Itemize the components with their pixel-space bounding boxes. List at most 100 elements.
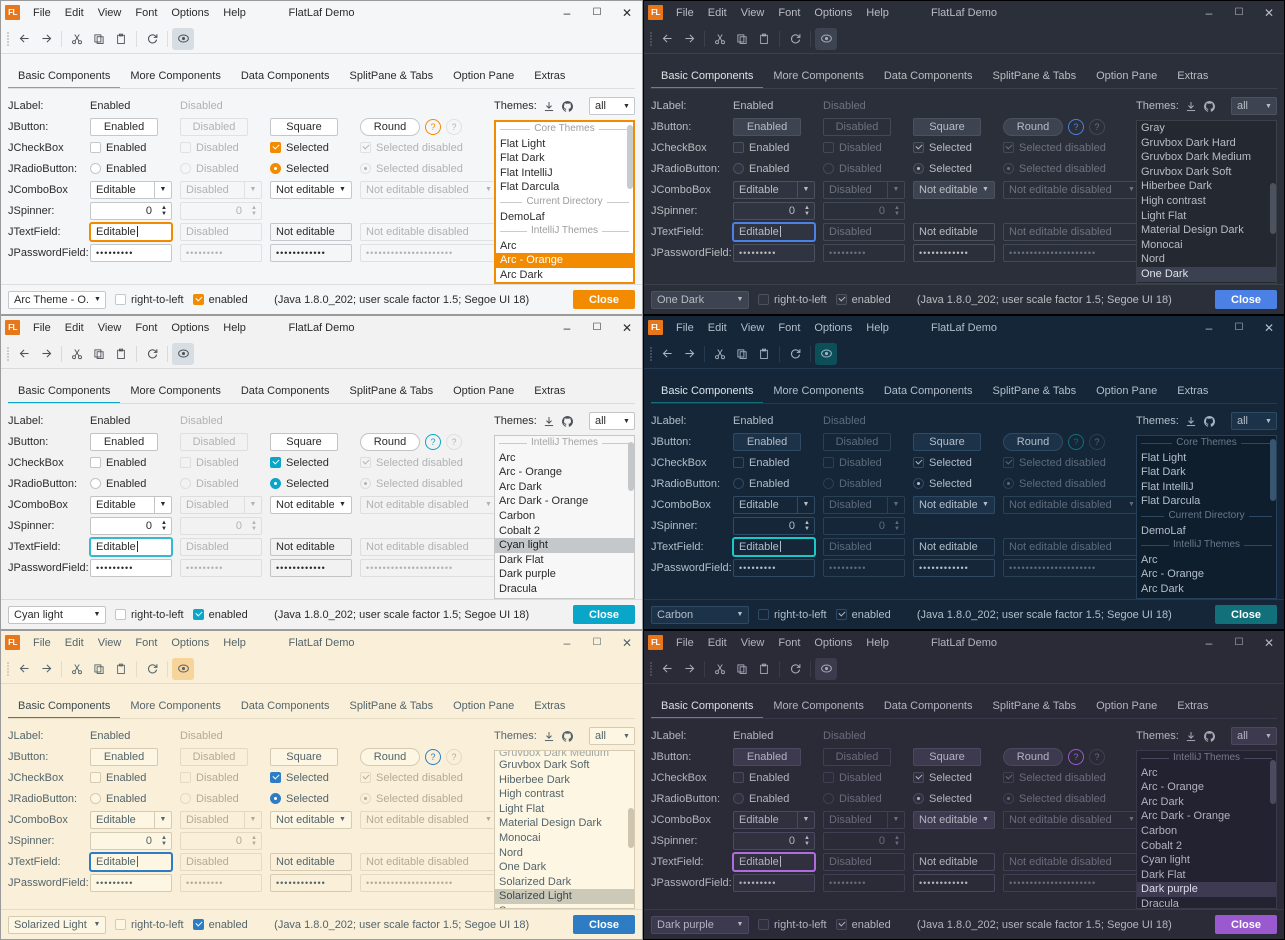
radio-selected[interactable]: Selected bbox=[270, 793, 329, 805]
close-button[interactable]: Close bbox=[572, 915, 635, 934]
refresh-icon[interactable] bbox=[784, 343, 806, 365]
button-square[interactable]: Square bbox=[913, 747, 981, 766]
checkbox-selected[interactable]: Selected bbox=[270, 457, 329, 469]
github-icon[interactable] bbox=[1203, 730, 1216, 743]
chevron-down-icon[interactable]: ▼ bbox=[623, 102, 630, 110]
github-icon[interactable] bbox=[1203, 100, 1216, 113]
enabled-checkbox[interactable]: enabled bbox=[835, 609, 891, 621]
cut-scissors-icon[interactable] bbox=[709, 658, 731, 680]
theme-list-item[interactable]: Gruvbox Dark Medium bbox=[499, 751, 610, 758]
copy-icon[interactable] bbox=[731, 28, 753, 50]
menu-item-view[interactable]: View bbox=[97, 636, 122, 649]
checkbox-selected[interactable]: Selected bbox=[913, 457, 972, 469]
chevron-down-icon[interactable]: ▼ bbox=[1265, 102, 1272, 110]
theme-selector-combobox[interactable]: Arc Theme - O... ▼ bbox=[8, 290, 106, 309]
theme-list-item[interactable]: One Dark bbox=[1137, 266, 1276, 282]
menu-item-view[interactable]: View bbox=[97, 6, 122, 19]
tab-splitpane-tabs[interactable]: SplitPane & Tabs bbox=[349, 385, 434, 397]
minimize-button[interactable]: – bbox=[563, 320, 571, 335]
enabled-checkbox[interactable]: enabled bbox=[192, 919, 248, 931]
checkbox-box[interactable] bbox=[733, 772, 744, 783]
combobox-not-editable[interactable]: Not editable ▼ bbox=[270, 810, 352, 829]
tab-more-components[interactable]: More Components bbox=[130, 385, 221, 397]
spinner-arrows-icon[interactable]: ▲ ▼ bbox=[804, 519, 810, 532]
tab-extras[interactable]: Extras bbox=[1177, 70, 1209, 82]
tab-data-components[interactable]: Data Components bbox=[240, 385, 330, 397]
cut-scissors-icon[interactable] bbox=[66, 28, 88, 50]
theme-list-item[interactable]: Arc Dark - Orange bbox=[499, 495, 589, 508]
toolbar-grip[interactable] bbox=[647, 661, 654, 677]
theme-list-item[interactable]: High contrast bbox=[499, 788, 564, 801]
copy-icon[interactable] bbox=[88, 658, 110, 680]
right-to-left-checkbox[interactable]: right-to-left bbox=[758, 294, 827, 306]
chevron-down-icon[interactable]: ▼ bbox=[154, 181, 171, 198]
close-window-button[interactable]: ✕ bbox=[621, 320, 633, 335]
back-arrow-icon[interactable] bbox=[13, 343, 35, 365]
theme-list-item[interactable]: Arc Dark bbox=[499, 480, 542, 493]
theme-list-item[interactable]: Flat IntelliJ bbox=[1141, 480, 1194, 493]
refresh-icon[interactable] bbox=[141, 28, 163, 50]
theme-list-item[interactable]: Light Flat bbox=[1141, 209, 1187, 222]
theme-list-item[interactable]: Hiberbee Dark bbox=[1141, 180, 1212, 193]
paste-icon[interactable] bbox=[753, 658, 775, 680]
minimize-button[interactable]: – bbox=[563, 5, 571, 20]
passwordfield-1[interactable]: ••••••••• bbox=[733, 873, 815, 892]
theme-list-item[interactable]: Monocai bbox=[499, 831, 541, 844]
theme-list-item[interactable]: Arc bbox=[1141, 766, 1158, 779]
enabled-checkbox[interactable]: enabled bbox=[835, 294, 891, 306]
checkbox-selected[interactable]: Selected bbox=[270, 142, 329, 154]
textfield-editable[interactable]: Editable bbox=[733, 852, 815, 871]
checkbox-box[interactable] bbox=[913, 142, 924, 153]
theme-list-item[interactable]: Carbon bbox=[1141, 824, 1178, 837]
chevron-down-icon[interactable]: ▼ bbox=[339, 186, 346, 193]
theme-list-item[interactable]: One Dark bbox=[499, 861, 547, 874]
checkbox-box[interactable] bbox=[270, 142, 281, 153]
cut-scissors-icon[interactable] bbox=[709, 28, 731, 50]
passwordfield-3[interactable]: •••••••••••• bbox=[913, 873, 995, 892]
right-to-left-checkbox[interactable]: right-to-left bbox=[115, 294, 184, 306]
radio-circle[interactable] bbox=[913, 793, 924, 804]
button-round[interactable]: Round bbox=[1003, 117, 1063, 136]
combobox-not-editable[interactable]: Not editable ▼ bbox=[913, 180, 995, 199]
download-icon[interactable] bbox=[1185, 100, 1197, 113]
copy-icon[interactable] bbox=[88, 343, 110, 365]
back-arrow-icon[interactable] bbox=[13, 28, 35, 50]
help-button[interactable]: ? bbox=[425, 748, 441, 765]
theme-list-item[interactable]: Gray bbox=[1141, 122, 1165, 134]
theme-list[interactable]: Core Themes Flat Light Flat Dark Flat Inte… bbox=[494, 120, 635, 284]
help-button[interactable]: ? bbox=[425, 118, 441, 135]
chevron-down-icon[interactable]: ▼ bbox=[339, 816, 346, 823]
tab-splitpane-tabs[interactable]: SplitPane & Tabs bbox=[992, 70, 1077, 82]
paste-icon[interactable] bbox=[110, 28, 132, 50]
help-button[interactable]: ? bbox=[1068, 748, 1084, 765]
back-arrow-icon[interactable] bbox=[13, 658, 35, 680]
theme-list-item[interactable]: Carbon bbox=[499, 509, 536, 522]
tab-option-pane[interactable]: Option Pane bbox=[453, 70, 515, 82]
combobox-not-editable[interactable]: Not editable ▼ bbox=[913, 495, 995, 514]
menu-item-file[interactable]: File bbox=[33, 6, 51, 19]
tab-basic-components[interactable]: Basic Components bbox=[651, 378, 764, 404]
tab-extras[interactable]: Extras bbox=[534, 700, 566, 712]
tab-extras[interactable]: Extras bbox=[534, 385, 566, 397]
textfield-editable[interactable]: Editable bbox=[733, 537, 815, 556]
theme-list-item[interactable]: Flat Dark bbox=[500, 152, 545, 165]
theme-list-item[interactable]: High contrast bbox=[1141, 194, 1206, 207]
spinner-arrows-icon[interactable]: ▲ ▼ bbox=[161, 834, 167, 847]
theme-list-item[interactable]: Arc - Orange bbox=[1141, 568, 1204, 581]
checkbox-box[interactable] bbox=[192, 609, 204, 620]
toolbar-grip[interactable] bbox=[647, 346, 654, 362]
combobox-editable[interactable]: Editable ▼ bbox=[90, 180, 172, 199]
menu-item-help[interactable]: Help bbox=[223, 321, 246, 334]
theme-list-scrollbar-thumb[interactable] bbox=[627, 125, 633, 190]
checkbox-box[interactable] bbox=[733, 457, 744, 468]
tab-basic-components[interactable]: Basic Components bbox=[8, 378, 121, 404]
right-to-left-checkbox[interactable]: right-to-left bbox=[115, 609, 184, 621]
maximize-button[interactable]: ☐ bbox=[1234, 636, 1244, 648]
chevron-down-icon[interactable]: ▼ bbox=[623, 732, 630, 740]
menu-item-help[interactable]: Help bbox=[223, 636, 246, 649]
checkbox-box[interactable] bbox=[733, 142, 744, 153]
chevron-down-icon[interactable]: ▼ bbox=[93, 921, 101, 928]
tab-basic-components[interactable]: Basic Components bbox=[651, 693, 764, 719]
textfield-not-editable[interactable]: Not editable bbox=[913, 537, 995, 556]
right-to-left-checkbox[interactable]: right-to-left bbox=[758, 609, 827, 621]
